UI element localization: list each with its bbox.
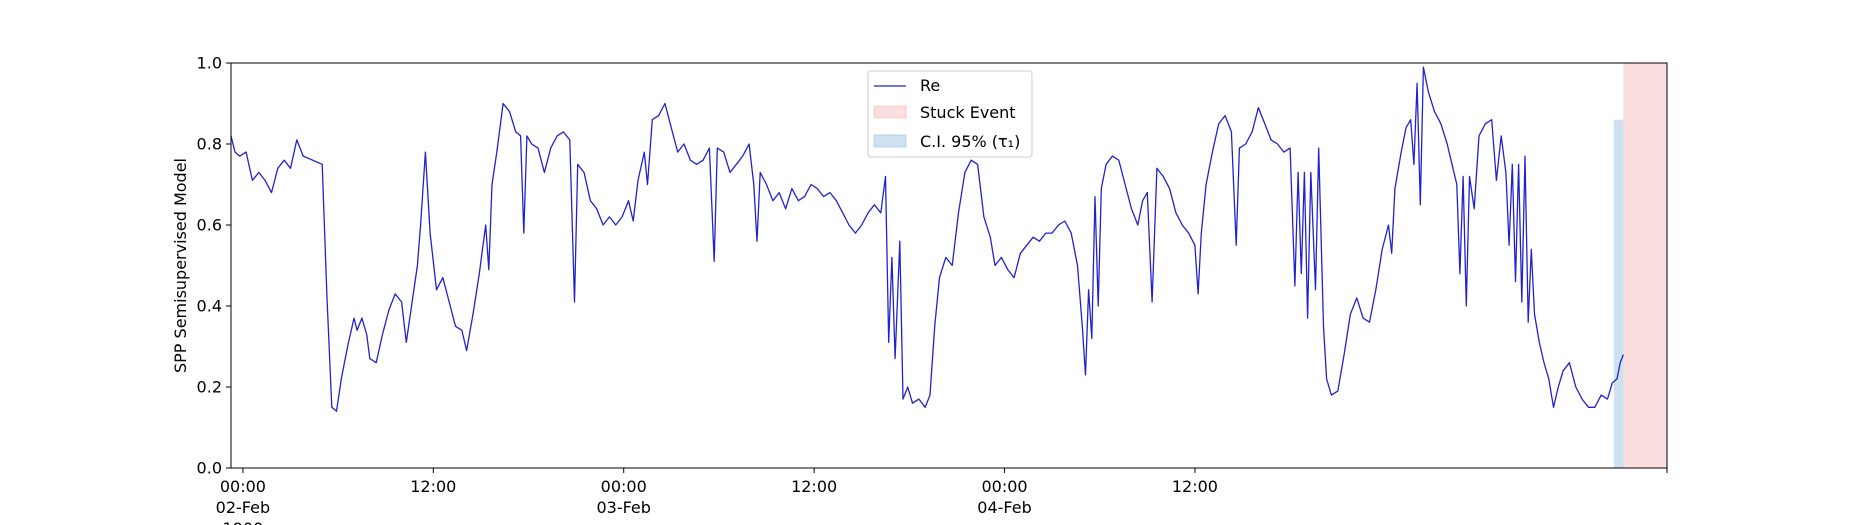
x-axis: 00:00 02-Feb 1900 12:00 00:00 03-Feb 12:00 00:0… <box>216 468 1668 525</box>
legend-swatch-stuck-event <box>873 105 907 119</box>
legend-label-ci: C.I. 95% (τ₁) <box>920 132 1020 151</box>
shaded-regions <box>1613 63 1667 468</box>
x-tick-label: 12:00 <box>791 477 837 496</box>
y-tick-label: 0.4 <box>197 297 222 316</box>
legend-swatch-ci <box>873 134 907 148</box>
x-tick-label: 00:00 <box>220 477 266 496</box>
y-tick-label: 0.8 <box>197 135 222 154</box>
y-tick-label: 1.0 <box>197 54 222 73</box>
legend-label-stuck-event: Stuck Event <box>920 103 1016 122</box>
y-tick-label: 0.0 <box>197 459 222 478</box>
plot-frame <box>230 62 1668 469</box>
legend: Re Stuck Event C.I. 95% (τ₁) <box>867 70 1033 158</box>
series-line-re <box>230 66 1625 412</box>
x-tick-label: 12:00 <box>410 477 456 496</box>
shaded-region-0 <box>1623 63 1667 468</box>
legend-label-re: Re <box>920 76 940 95</box>
x-tick-label: 00:00 <box>601 477 647 496</box>
shaded-region-1 <box>1613 119 1624 468</box>
y-tick-label: 0.2 <box>197 378 222 397</box>
y-tick-label: 0.6 <box>197 216 222 235</box>
x-tick-label: 00:00 <box>981 477 1027 496</box>
x-tick-label: 04-Feb <box>977 498 1031 517</box>
legend-box <box>867 70 1033 158</box>
x-tick-label: 1900 <box>223 519 264 525</box>
x-tick-label: 12:00 <box>1172 477 1218 496</box>
y-axis-label: SPP Semisupervised Model <box>171 158 190 373</box>
y-axis: 0.0 0.2 0.4 0.6 0.8 1.0 <box>197 54 231 478</box>
x-tick-label: 03-Feb <box>596 498 650 517</box>
x-tick-label: 02-Feb <box>216 498 270 517</box>
